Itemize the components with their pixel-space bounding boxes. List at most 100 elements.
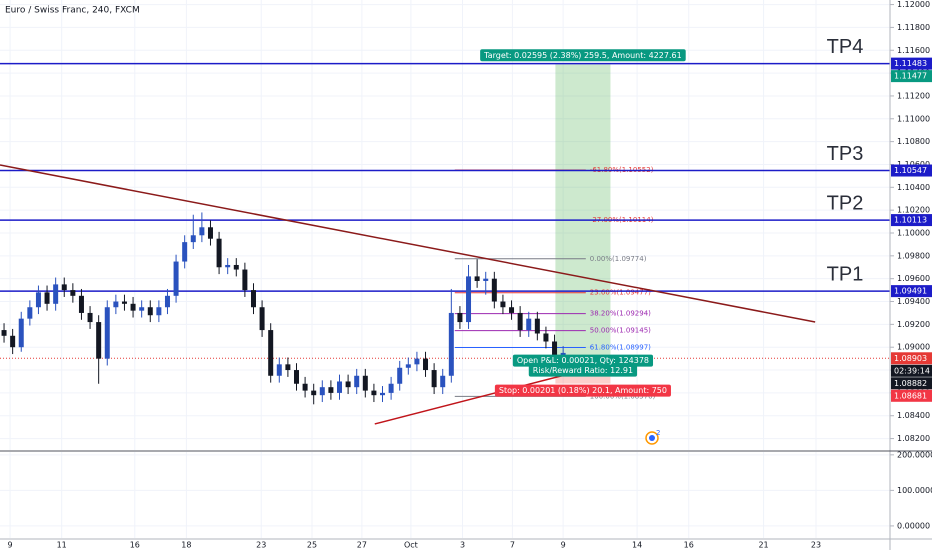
price-tag — [891, 164, 932, 177]
x-tick-label: 25 — [307, 541, 317, 550]
logo: 2 — [645, 429, 660, 445]
candle-body — [405, 364, 411, 368]
y-tick-label: 1.08400 — [897, 411, 930, 420]
position-text: Stop: 0.00201 (0.18%) 20.1, Amount: 750 — [499, 386, 667, 395]
price-tag — [891, 377, 932, 390]
x-tick-label: 23 — [256, 541, 266, 550]
x-tick-label: 18 — [181, 541, 191, 550]
price-tag — [891, 389, 932, 402]
candle-body — [225, 264, 231, 268]
position-text: Open P&L: 0.00021, Qty: 124378 — [517, 356, 649, 365]
fib-label: 0.00%(1.09774) — [590, 255, 647, 263]
price-tag — [891, 214, 932, 227]
candle-body — [1, 330, 7, 336]
candle-body — [18, 318, 24, 348]
candle-body — [190, 235, 196, 243]
candle-body — [388, 383, 394, 393]
position-label: Open P&L: 0.00021, Qty: 124378 — [512, 354, 654, 367]
position-label: Target: 0.02595 (2.38%) 259.5, Amount: 4… — [480, 49, 686, 62]
candle-body — [543, 333, 549, 342]
candle-body — [457, 312, 463, 323]
y-tick-label: 0.00000 — [897, 521, 930, 530]
candle-body — [345, 381, 351, 388]
candle-body — [328, 387, 334, 393]
candle-body — [285, 364, 291, 371]
y-tick-label: 1.10600 — [897, 160, 930, 169]
candle-body — [397, 367, 403, 384]
fib-label: 61.80%(1.08997) — [590, 344, 651, 352]
label-box — [480, 49, 686, 62]
x-tick-label: Oct — [404, 541, 418, 550]
price-tag — [891, 285, 932, 298]
label-box — [512, 354, 654, 367]
label-box — [494, 384, 671, 397]
candle-body — [61, 284, 67, 291]
level-name: TP2 — [827, 192, 864, 214]
candle-body — [139, 307, 145, 311]
position-text: Risk/Reward Ratio: 12.91 — [533, 366, 633, 375]
y-tick-label: 1.08200 — [897, 434, 930, 443]
position-label: Stop: 0.00201 (0.18%) 20.1, Amount: 750 — [494, 384, 671, 397]
candle-body — [354, 375, 360, 388]
candle-body — [44, 292, 50, 304]
candle-body — [87, 312, 93, 323]
price-tag-label: 1.11477 — [894, 72, 927, 81]
candle-body — [448, 312, 454, 376]
trendline — [374, 374, 566, 425]
x-tick-label: 23 — [811, 541, 821, 550]
candle-body — [242, 269, 248, 291]
x-tick-label: 11 — [57, 541, 67, 550]
candle-body — [121, 301, 127, 304]
candle-body — [96, 322, 102, 359]
price-tag-label: 1.08903 — [894, 354, 927, 363]
level-name: TP1 — [827, 263, 864, 285]
y-tick-label: 1.09200 — [897, 320, 930, 329]
candle-body — [10, 335, 16, 348]
candle-body — [423, 358, 429, 371]
candle-body — [233, 264, 239, 270]
y-tick-label: 1.09400 — [897, 297, 930, 306]
candle-body — [78, 295, 84, 313]
candle-body — [268, 330, 274, 376]
price-tag — [891, 70, 932, 83]
y-tick-label: 1.11600 — [897, 46, 930, 55]
candle-body — [104, 307, 110, 359]
x-tick-label: 9 — [8, 541, 13, 550]
price-tag-label: 1.10113 — [894, 216, 927, 225]
candle-body — [362, 375, 368, 391]
candle-body — [311, 390, 317, 396]
candle-body — [113, 301, 119, 308]
plot: -61.80%(1.10552)-27.00%(1.10114)0.00%(1.… — [0, 0, 890, 538]
y-tick-label: 1.10000 — [897, 228, 930, 237]
position-text: Target: 0.02595 (2.38%) 259.5, Amount: 4… — [483, 51, 682, 60]
price-tag — [891, 57, 932, 70]
candle-body — [130, 303, 136, 311]
candle-body — [319, 387, 325, 396]
candle-body — [509, 307, 515, 313]
candle-body — [517, 312, 523, 331]
x-tick-label: 27 — [357, 541, 367, 550]
x-tick-label: 21 — [758, 541, 768, 550]
fib-label: 50.00%(1.09145) — [590, 327, 651, 335]
price-tag-label: 1.11483 — [894, 59, 927, 68]
candle-body — [70, 290, 76, 296]
candle-body — [466, 276, 472, 323]
trendline — [0, 164, 816, 323]
y-tick-label: 1.10800 — [897, 137, 930, 146]
candle-body — [276, 364, 282, 376]
y-tick-label: 1.11200 — [897, 91, 930, 100]
candle-body — [164, 295, 170, 308]
candle-body — [534, 318, 540, 334]
level-name: TP4 — [827, 36, 864, 58]
candle-body — [147, 307, 153, 316]
candle-body — [414, 358, 420, 365]
x-tick-label: 7 — [510, 541, 515, 550]
candle-body — [500, 301, 506, 308]
target-zone — [555, 64, 611, 361]
candle-body — [474, 276, 480, 281]
price-tag-label: 1.08681 — [894, 391, 927, 400]
candle-body — [216, 238, 222, 268]
price-tag-label: 1.09491 — [894, 287, 927, 296]
